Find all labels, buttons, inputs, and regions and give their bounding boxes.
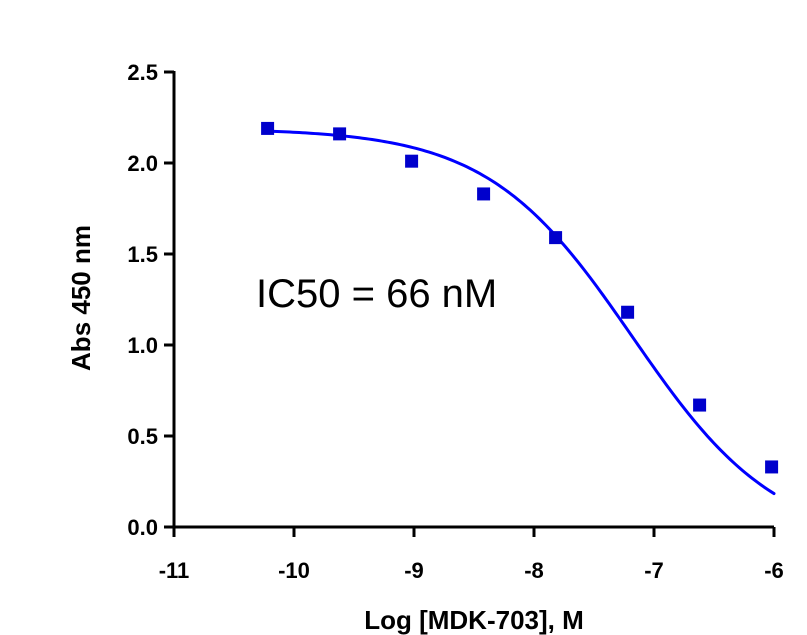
x-tick-label: -9 <box>404 558 424 583</box>
x-tick-label: -6 <box>764 558 784 583</box>
y-tick-label: 1.0 <box>127 333 158 358</box>
data-point <box>477 187 491 201</box>
data-point <box>549 231 563 245</box>
axes <box>172 71 774 529</box>
x-tick-label: -11 <box>159 558 190 583</box>
fit-curve <box>266 129 776 496</box>
data-point <box>333 127 347 141</box>
x-tick-label: -8 <box>524 558 544 583</box>
data-point <box>621 305 635 319</box>
x-axis-title: Log [MDK-703], M <box>364 605 584 635</box>
ic50-annotation: IC50 = 66 nM <box>256 272 497 316</box>
x-ticks: -11 -10 -9 -8 -7 -6 <box>159 527 784 583</box>
x-tick-label: -7 <box>644 558 664 583</box>
data-point <box>765 460 779 474</box>
y-ticks: 0.0 0.5 1.0 1.5 2.0 2.5 <box>127 60 174 540</box>
data-point <box>261 121 275 135</box>
data-point <box>693 398 707 412</box>
y-tick-label: 2.0 <box>127 151 158 176</box>
data-points <box>261 121 779 474</box>
y-tick-label: 1.5 <box>127 242 158 267</box>
y-tick-label: 0.0 <box>127 515 158 540</box>
x-tick-label: -10 <box>278 558 310 583</box>
y-tick-label: 2.5 <box>127 60 158 85</box>
y-tick-label: 0.5 <box>127 424 158 449</box>
y-axis-title: Abs 450 nm <box>66 225 96 371</box>
data-point <box>405 154 419 168</box>
